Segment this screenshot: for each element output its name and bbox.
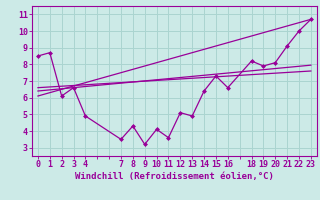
X-axis label: Windchill (Refroidissement éolien,°C): Windchill (Refroidissement éolien,°C): [75, 172, 274, 181]
